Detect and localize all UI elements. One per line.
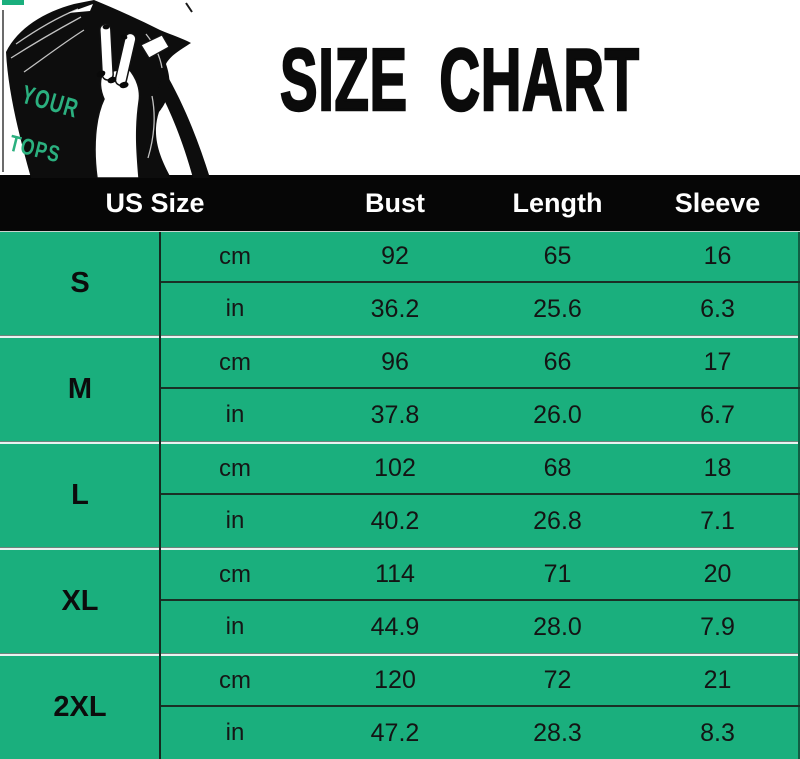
size-label: L [71, 479, 89, 511]
length-cm: 72 [480, 656, 635, 707]
length-cm: 68 [480, 444, 635, 495]
unit-label: cm [160, 232, 310, 283]
green-corner-mark [2, 0, 24, 5]
sleeve-in: 6.7 [700, 400, 735, 429]
table-row-m: M cm 96 66 17 in 37.8 26.0 6.7 [0, 338, 800, 441]
sleeve-in: 6.3 [700, 294, 735, 323]
size-label: XL [61, 585, 99, 617]
unit-label: in [225, 507, 245, 534]
unit-label: cm [160, 444, 310, 495]
row-separator [0, 547, 798, 550]
header-bust: Bust [365, 187, 425, 218]
bust-in: 37.8 [370, 400, 420, 429]
length-cm: 66 [480, 338, 635, 389]
bust-in: 40.2 [370, 506, 420, 535]
length-in: 28.0 [533, 612, 582, 641]
painted-nails [96, 24, 129, 89]
size-label: S [70, 267, 90, 299]
sleeve-cm: 17 [635, 338, 800, 389]
table-row-2xl: 2XL cm 120 72 21 in 47.2 28.3 8.3 [0, 656, 800, 759]
bust-cm: 102 [310, 444, 480, 495]
unit-label: cm [160, 550, 310, 601]
page-title: SIZE CHART [279, 30, 640, 129]
table-row-s: S cm 92 65 16 in 36.2 25.6 6.3 [0, 232, 800, 335]
table-header-row: US Size Bust Length Sleeve [0, 175, 800, 232]
row-separator [0, 441, 798, 444]
model-illustration: YOUR TOPS [2, 0, 210, 178]
bust-in: 47.2 [370, 718, 420, 747]
length-in: 26.0 [533, 400, 582, 429]
header-length: Length [512, 187, 603, 218]
hero-section: YOUR TOPS SIZE CHART [0, 0, 800, 178]
sleeve-in: 8.3 [700, 718, 735, 747]
unit-label: cm [160, 338, 310, 389]
unit-label: in [225, 719, 245, 746]
sleeve-in: 7.9 [700, 612, 735, 641]
length-in: 25.6 [533, 294, 582, 323]
header-us-size: US Size [105, 187, 205, 218]
row-separator [0, 335, 798, 338]
length-in: 26.8 [533, 506, 582, 535]
unit-label: in [225, 401, 245, 428]
size-label: 2XL [53, 691, 107, 723]
hair-ribbon [140, 34, 170, 59]
table-row-xl: XL cm 114 71 20 in 44.9 28.0 7.9 [0, 550, 800, 653]
unit-label: in [225, 295, 245, 322]
bust-in: 44.9 [370, 612, 420, 641]
unit-label: cm [160, 656, 310, 707]
header-sleeve: Sleeve [674, 187, 761, 218]
size-column-divider [159, 232, 161, 759]
bust-cm: 114 [310, 550, 480, 601]
sleeve-cm: 21 [635, 656, 800, 707]
length-cm: 65 [480, 232, 635, 283]
peace-sign-hand [94, 23, 141, 178]
sleeve-cm: 16 [635, 232, 800, 283]
length-in: 28.3 [533, 718, 582, 747]
size-table-body: S cm 92 65 16 in 36.2 25.6 6.3 M cm 96 6… [0, 232, 800, 759]
bust-cm: 96 [310, 338, 480, 389]
table-row-l: L cm 102 68 18 in 40.2 26.8 7.1 [0, 444, 800, 547]
bust-in: 36.2 [370, 294, 420, 323]
sleeve-cm: 20 [635, 550, 800, 601]
length-cm: 71 [480, 550, 635, 601]
row-separator [0, 653, 798, 656]
bust-cm: 92 [310, 232, 480, 283]
sleeve-in: 7.1 [700, 506, 735, 535]
size-label: M [67, 373, 93, 405]
sleeve-cm: 18 [635, 444, 800, 495]
unit-label: in [225, 613, 245, 640]
bust-cm: 120 [310, 656, 480, 707]
